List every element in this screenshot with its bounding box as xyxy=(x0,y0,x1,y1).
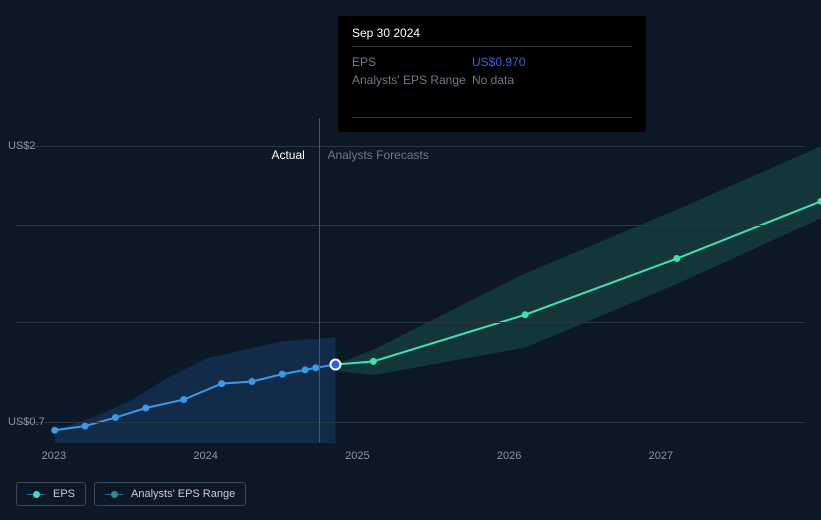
tooltip-row: Analysts' EPS RangeNo data xyxy=(352,71,632,89)
legend-label: Analysts' EPS Range xyxy=(131,488,235,500)
EPS-actual-marker[interactable] xyxy=(279,371,286,378)
gridline xyxy=(16,422,805,423)
y-axis-label: US$0.7 xyxy=(8,416,45,428)
EPS-actual-marker[interactable] xyxy=(302,366,309,373)
tooltip-divider xyxy=(352,117,632,118)
actual-band xyxy=(55,337,336,443)
legend-marker xyxy=(27,490,45,498)
tooltip-key: EPS xyxy=(352,55,472,69)
EPS-actual-marker[interactable] xyxy=(142,405,149,412)
legend-marker xyxy=(105,490,123,498)
x-axis-label: 2023 xyxy=(42,450,66,462)
legend-item[interactable]: EPS xyxy=(16,482,86,506)
EPS-actual-marker[interactable] xyxy=(249,378,256,385)
highlight-marker[interactable] xyxy=(330,360,340,370)
EPS-forecast-marker[interactable] xyxy=(673,255,680,262)
EPS-actual-marker[interactable] xyxy=(82,423,89,430)
gridline xyxy=(16,225,805,226)
tooltip-key: Analysts' EPS Range xyxy=(352,73,472,87)
EPS-forecast-marker[interactable] xyxy=(522,311,529,318)
legend: EPS Analysts' EPS Range xyxy=(16,482,246,506)
tooltip-date: Sep 30 2024 xyxy=(352,26,632,47)
tooltip-value: No data xyxy=(472,73,514,87)
gridline xyxy=(16,322,805,323)
x-axis-label: 2025 xyxy=(345,450,369,462)
EPS-actual-marker[interactable] xyxy=(218,380,225,387)
legend-label: EPS xyxy=(53,488,75,500)
tooltip-value: US$0.970 xyxy=(472,55,525,69)
chart-tooltip: Sep 30 2024 EPSUS$0.970Analysts' EPS Ran… xyxy=(338,16,646,132)
EPS-actual-marker[interactable] xyxy=(180,396,187,403)
tooltip-row: EPSUS$0.970 xyxy=(352,53,632,71)
legend-item[interactable]: Analysts' EPS Range xyxy=(94,482,246,506)
forecast-label: Analysts Forecasts xyxy=(327,148,428,162)
EPS-actual-marker[interactable] xyxy=(51,427,58,434)
tooltip-indicator-line xyxy=(319,118,320,443)
forecast-band xyxy=(335,146,821,375)
y-axis-label: US$2 xyxy=(8,140,36,152)
actual-label: Actual xyxy=(271,148,304,162)
EPS-forecast-marker[interactable] xyxy=(370,358,377,365)
x-axis-label: 2027 xyxy=(649,450,673,462)
x-axis-label: 2026 xyxy=(497,450,521,462)
x-axis-label: 2024 xyxy=(193,450,217,462)
EPS-actual-marker[interactable] xyxy=(112,414,119,421)
